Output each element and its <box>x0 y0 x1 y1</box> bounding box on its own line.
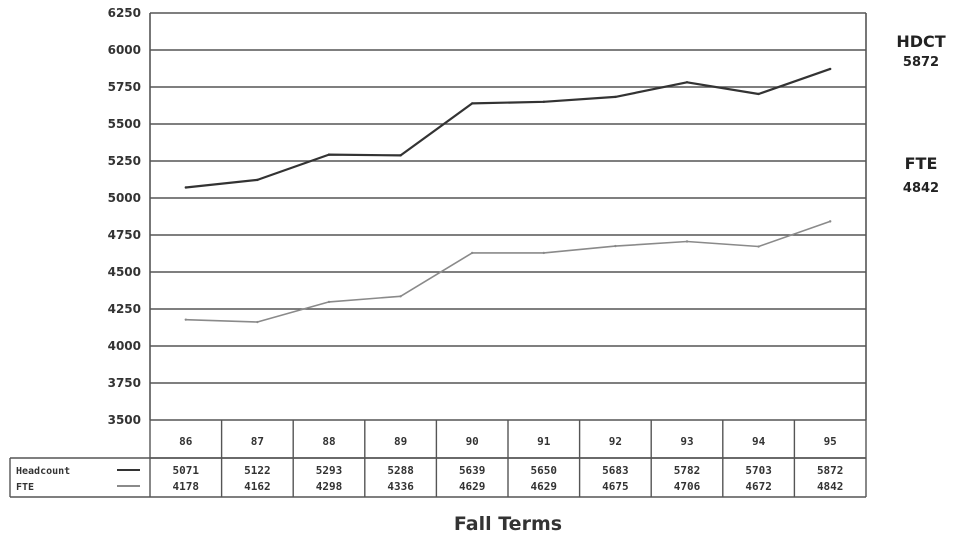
data-point <box>685 81 689 84</box>
data-point <box>256 320 259 324</box>
data-table-cell: 5683 <box>602 464 629 477</box>
data-table-cell: 4629 <box>459 480 486 493</box>
data-table-cell: 5872 <box>817 464 844 477</box>
data-table-cell: 4162 <box>244 480 271 493</box>
data-table-cell: 4675 <box>602 480 629 493</box>
data-table-cell: 5122 <box>244 464 271 477</box>
y-tick-label: 3750 <box>108 376 141 390</box>
x-tick-label: 93 <box>680 435 693 448</box>
x-tick-label: 88 <box>322 435 335 448</box>
data-table-cell: 4298 <box>316 480 343 493</box>
x-tick-label: 86 <box>179 435 193 448</box>
data-table-cell: 4336 <box>387 480 414 493</box>
data-table-cell: 4629 <box>531 480 558 493</box>
x-axis-title: Fall Terms <box>454 513 562 535</box>
series-line-fte <box>185 220 831 323</box>
y-tick-label: 5750 <box>108 80 141 94</box>
data-table-cell: 5071 <box>173 464 200 477</box>
annotation-label: FTE <box>905 154 938 173</box>
data-table-cell: 4672 <box>745 480 772 493</box>
data-point <box>542 100 545 104</box>
x-tick-label: 91 <box>537 435 551 448</box>
data-table-cell: 5703 <box>745 464 772 477</box>
x-tick-label: 95 <box>824 435 837 448</box>
y-tick-label: 4000 <box>108 339 141 353</box>
data-point <box>757 92 760 96</box>
data-table-cell: 4178 <box>173 480 200 493</box>
y-tick-label: 6000 <box>108 43 141 57</box>
data-table-cell: 5288 <box>387 464 414 477</box>
annotation-label: HDCT <box>896 32 945 51</box>
data-point <box>327 300 331 304</box>
y-tick-label: 5500 <box>108 117 141 131</box>
y-tick-label: 4750 <box>108 228 141 242</box>
data-point <box>685 240 689 243</box>
data-point <box>829 67 832 71</box>
data-table-cell: 5639 <box>459 464 486 477</box>
series-line-headcount <box>185 67 831 189</box>
data-point <box>614 244 617 248</box>
y-tick-label: 6250 <box>108 6 141 20</box>
data-point <box>399 295 402 298</box>
y-tick-label: 4250 <box>108 302 141 316</box>
legend-label: FTE <box>16 482 34 493</box>
data-table-cell: 4706 <box>674 480 701 493</box>
data-point <box>471 102 474 105</box>
data-point <box>614 95 617 99</box>
y-tick-label: 3500 <box>108 413 141 427</box>
y-tick-label: 4500 <box>108 265 141 279</box>
annotation-value: 4842 <box>903 181 939 196</box>
x-tick-label: 90 <box>466 435 479 448</box>
data-point <box>327 153 331 156</box>
data-table-cell: 4842 <box>817 480 844 493</box>
data-point <box>399 154 402 157</box>
x-tick-label: 89 <box>394 435 407 448</box>
data-point <box>184 186 187 189</box>
data-table-cell: 5650 <box>531 464 558 477</box>
y-tick-label: 5250 <box>108 154 141 168</box>
data-point <box>757 245 760 248</box>
data-point <box>542 251 545 255</box>
data-point <box>829 220 832 223</box>
data-table-cell: 5293 <box>316 464 343 477</box>
legend-label: Headcount <box>16 466 70 477</box>
data-point <box>471 251 474 255</box>
annotation-value: 5872 <box>903 55 939 70</box>
data-point <box>184 318 187 321</box>
data-point <box>256 178 259 182</box>
x-tick-label: 87 <box>251 435 264 448</box>
x-tick-label: 92 <box>609 435 622 448</box>
y-tick-label: 5000 <box>108 191 141 205</box>
data-table-cell: 5782 <box>674 464 701 477</box>
x-tick-label: 94 <box>752 435 766 448</box>
